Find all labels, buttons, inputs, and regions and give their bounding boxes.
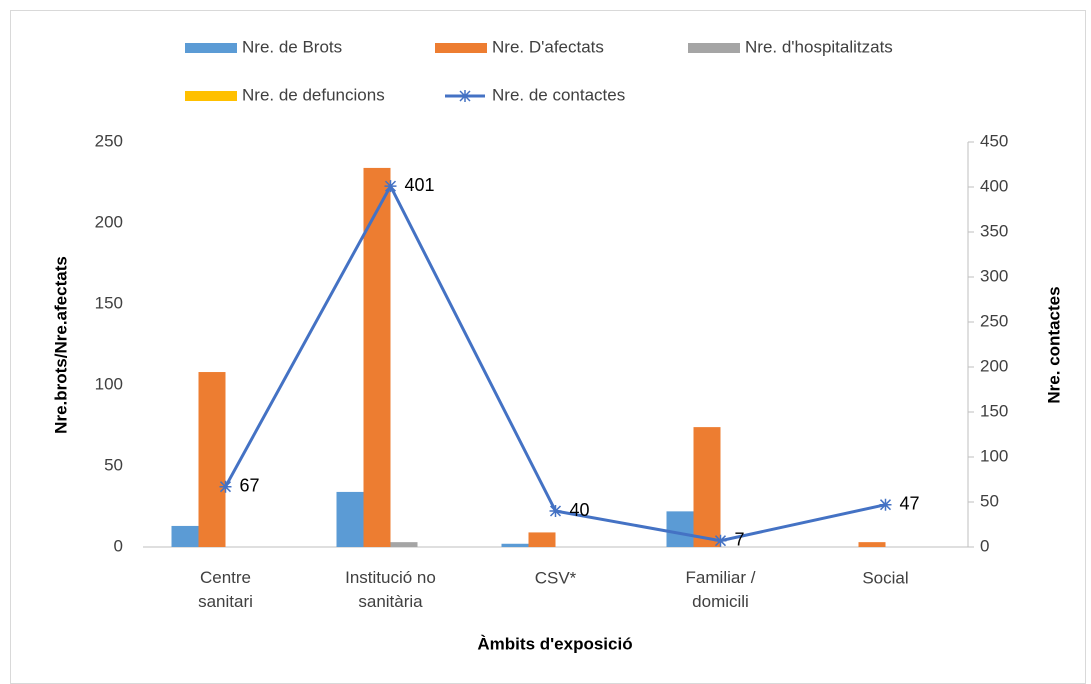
legend-label: Nre. d'hospitalitzats — [745, 37, 893, 56]
marker — [879, 498, 892, 511]
y2-tick-label: 450 — [980, 131, 1008, 150]
y-tick-label: 150 — [95, 293, 123, 312]
y-tick-label: 250 — [95, 131, 123, 150]
legend-swatch — [459, 90, 471, 102]
y-tick-label: 100 — [95, 374, 123, 393]
y-tick-label: 50 — [104, 455, 123, 474]
y2-tick-label: 250 — [980, 311, 1008, 330]
bar — [171, 525, 199, 547]
y2-tick-label: 150 — [980, 401, 1008, 420]
bar — [693, 427, 721, 547]
y2-tick-label: 50 — [980, 491, 999, 510]
y-tick-label: 0 — [114, 536, 123, 555]
marker — [219, 480, 232, 493]
data-label: 401 — [405, 175, 435, 195]
bar — [501, 543, 529, 547]
y2-axis-title: Nre. contactes — [1044, 286, 1063, 403]
y2-tick-label: 100 — [980, 446, 1008, 465]
legend-swatch — [435, 43, 487, 53]
bar — [858, 542, 886, 547]
legend-label: Nre. de contactes — [492, 85, 625, 104]
legend-swatch — [185, 43, 237, 53]
data-label: 47 — [900, 493, 920, 513]
bar — [390, 542, 418, 547]
bar — [336, 491, 364, 547]
x-tick-label: CSV* — [535, 568, 577, 587]
marker — [549, 505, 562, 517]
x-tick-label: Centre sanitari — [198, 568, 253, 611]
y2-tick-label: 200 — [980, 356, 1008, 375]
bar — [666, 511, 694, 547]
y2-tick-label: 0 — [980, 536, 989, 555]
bar — [363, 167, 391, 548]
legend-label: Nre. de defuncions — [242, 85, 385, 104]
y2-tick-label: 350 — [980, 221, 1008, 240]
bar — [198, 372, 226, 547]
data-label: 7 — [735, 529, 745, 549]
x-tick-label: Institució no sanitària — [345, 568, 436, 611]
legend-swatch — [688, 43, 740, 53]
y2-tick-label: 400 — [980, 176, 1008, 195]
x-tick-label: Familiar / domicili — [686, 568, 756, 611]
x-axis-title: Àmbits d'exposició — [477, 634, 632, 653]
y-axis-title: Nre.brots/Nre.afectats — [51, 256, 70, 434]
legend-label: Nre. de Brots — [242, 37, 342, 56]
chart-border — [10, 10, 1086, 684]
x-tick-label: Social — [862, 568, 908, 587]
y2-tick-label: 300 — [980, 266, 1008, 285]
data-label: 40 — [570, 500, 590, 520]
bar — [528, 532, 556, 547]
marker — [384, 180, 397, 193]
legend-label: Nre. D'afectats — [492, 37, 604, 56]
y-tick-label: 200 — [95, 212, 123, 231]
marker — [714, 534, 727, 547]
data-label: 67 — [240, 475, 260, 495]
legend-swatch — [185, 91, 237, 101]
